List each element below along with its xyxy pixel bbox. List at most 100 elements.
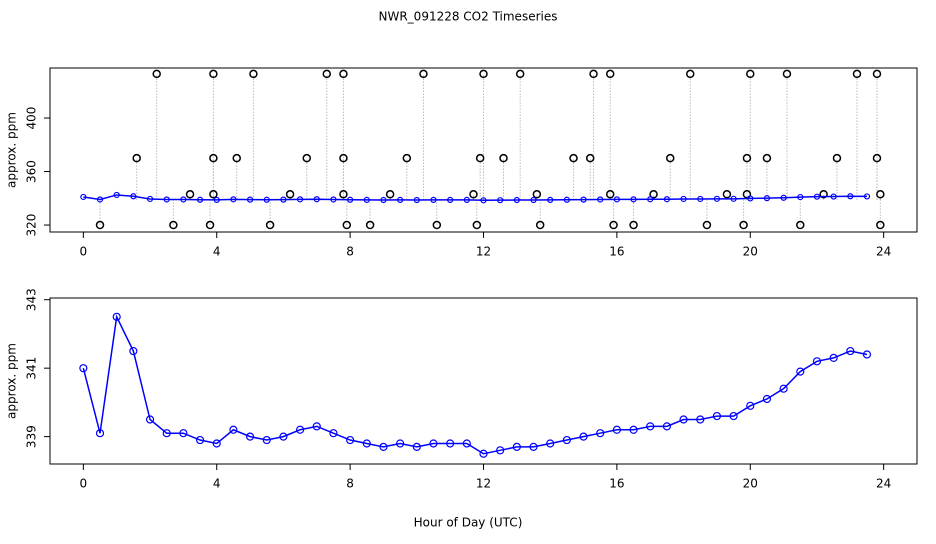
outlier-point xyxy=(132,153,141,163)
plot-frame xyxy=(49,297,918,465)
series-point xyxy=(312,422,321,431)
series-point xyxy=(679,415,688,424)
outlier-point xyxy=(265,220,275,230)
series-point xyxy=(847,193,854,200)
series-point xyxy=(830,193,837,200)
outlier-point xyxy=(609,220,618,230)
series-point xyxy=(862,350,872,359)
series-point xyxy=(379,442,388,451)
series-point xyxy=(630,196,637,203)
outlier-point xyxy=(569,153,578,163)
series-point xyxy=(763,195,771,202)
x-tick-label: 0 xyxy=(80,245,88,259)
outlier-point xyxy=(339,69,348,79)
series-point xyxy=(79,364,88,373)
series-point xyxy=(730,195,737,202)
series-point xyxy=(530,196,537,204)
series-point xyxy=(613,196,620,203)
series-point xyxy=(212,439,221,448)
outlier-point xyxy=(515,69,525,79)
outlier-point xyxy=(605,190,615,199)
series-point xyxy=(96,196,104,203)
outlier-point xyxy=(832,153,842,163)
outlier-point xyxy=(185,190,195,199)
outlier-point xyxy=(532,190,542,199)
series-point xyxy=(546,439,555,448)
y-tick-label: 400 xyxy=(25,107,39,130)
series-point xyxy=(363,196,370,203)
outlier-point xyxy=(342,220,352,230)
x-tick-label: 20 xyxy=(743,477,758,491)
series-point xyxy=(496,446,505,455)
series-point xyxy=(712,411,722,421)
outlier-point xyxy=(782,69,792,79)
series-point xyxy=(412,442,421,451)
x-tick-label: 8 xyxy=(346,477,354,491)
outlier-point xyxy=(665,153,675,163)
outlier-point xyxy=(479,69,488,79)
outlier-point xyxy=(796,220,805,230)
x-tick-label: 8 xyxy=(346,245,354,259)
series-point xyxy=(396,439,405,448)
outlier-point xyxy=(339,153,348,163)
outlier-point xyxy=(419,69,428,79)
series-point xyxy=(296,196,304,203)
outlier-point xyxy=(475,153,485,163)
x-tick-label: 20 xyxy=(743,245,758,259)
outlier-point xyxy=(152,69,161,79)
plot-frame xyxy=(49,67,918,233)
x-tick-label: 24 xyxy=(876,477,891,491)
series-point xyxy=(463,196,470,203)
series-point xyxy=(130,193,137,200)
series-point xyxy=(362,439,371,448)
outlier-point xyxy=(365,220,375,230)
series-point xyxy=(195,435,205,445)
series-line xyxy=(82,314,868,455)
x-tick-label: 4 xyxy=(213,477,221,491)
outlier-point xyxy=(169,220,178,230)
series-point xyxy=(146,195,154,203)
outlier-point xyxy=(432,220,442,230)
outlier-point xyxy=(95,220,105,230)
series-point xyxy=(629,425,638,434)
series-point xyxy=(662,422,672,431)
series-point xyxy=(547,196,554,203)
series-point xyxy=(797,193,804,201)
series-point xyxy=(746,401,755,410)
y-tick-label: 343 xyxy=(25,288,39,311)
series-point xyxy=(263,196,270,203)
y-tick-label: 339 xyxy=(25,425,39,448)
series-point xyxy=(529,442,538,451)
outlier-point xyxy=(322,69,332,79)
outlier-point xyxy=(499,153,508,163)
outlier-point xyxy=(232,153,241,163)
series-point xyxy=(646,422,655,431)
series-point xyxy=(245,432,255,441)
series-point xyxy=(430,196,437,203)
outlier-point xyxy=(629,220,638,230)
series-point xyxy=(696,415,705,424)
x-tick-label: 4 xyxy=(213,245,221,259)
series-point xyxy=(397,196,404,203)
series-point xyxy=(579,432,588,441)
series-point xyxy=(213,196,220,203)
series-point xyxy=(846,346,855,356)
series-point xyxy=(145,415,155,424)
x-axis-label: Hour of Day (UTC) xyxy=(414,516,523,530)
series-point xyxy=(330,196,337,203)
outlier-point xyxy=(209,153,218,163)
y-tick-label: 341 xyxy=(25,357,39,380)
series-point xyxy=(562,435,571,445)
series-point xyxy=(446,439,455,448)
series-point xyxy=(346,435,355,445)
outlier-point xyxy=(649,190,658,199)
series-point xyxy=(80,193,87,201)
series-point xyxy=(447,196,454,203)
series-point xyxy=(762,394,772,404)
outlier-point xyxy=(205,220,215,230)
series-point xyxy=(262,435,271,445)
series-point xyxy=(713,195,721,202)
outlier-point xyxy=(585,153,595,163)
series-point xyxy=(697,195,704,203)
series-point xyxy=(429,439,438,448)
